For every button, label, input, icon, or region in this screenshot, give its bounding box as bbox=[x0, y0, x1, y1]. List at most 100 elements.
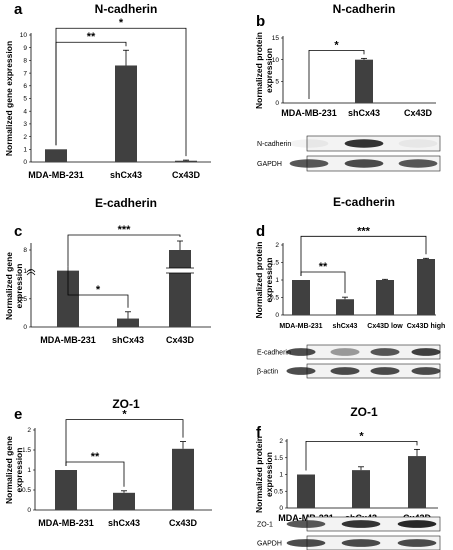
bar-shcx43 bbox=[115, 65, 137, 162]
y-tick-label: 1 bbox=[23, 147, 27, 154]
bar-cx43d bbox=[408, 456, 426, 508]
category-label: shCx43 bbox=[108, 518, 140, 528]
y-tick-label: 6 bbox=[23, 83, 27, 90]
category-label: shCx43 bbox=[110, 170, 142, 180]
blot-band bbox=[286, 539, 326, 547]
category-label: Cx43D bbox=[404, 108, 433, 118]
significance-label: * bbox=[119, 17, 124, 29]
y-axis-label-line: expression bbox=[264, 48, 274, 93]
panel-title: N-cadherin bbox=[333, 2, 396, 16]
category-label: Cx43D bbox=[172, 170, 201, 180]
y-axis-label: Normalized geneexpression bbox=[4, 252, 24, 320]
category-label: Cx43D high bbox=[407, 323, 446, 330]
bar-shcx43 bbox=[355, 59, 373, 103]
panel-title: ZO-1 bbox=[112, 397, 140, 411]
blot-band bbox=[330, 367, 360, 375]
y-tick-label: 2 bbox=[27, 427, 31, 434]
y-tick-label: 1 bbox=[279, 472, 283, 479]
y-tick-label: 1 bbox=[27, 467, 31, 474]
y-axis-label: Normalized proteinexpression bbox=[254, 242, 274, 319]
panel-title: E-cadherin bbox=[95, 196, 157, 210]
y-tick-label: 0 bbox=[27, 507, 31, 514]
y-tick-label: 3 bbox=[23, 121, 27, 128]
y-tick-label: 5 bbox=[275, 79, 279, 86]
blot-band bbox=[330, 348, 360, 356]
significance-label: *** bbox=[357, 225, 371, 237]
blot-band bbox=[370, 367, 400, 375]
blot-band bbox=[344, 159, 384, 168]
y-tick-label: 0.5 bbox=[274, 488, 283, 495]
blot-label: GAPDH bbox=[257, 541, 282, 548]
bar-cx43d bbox=[172, 448, 194, 510]
significance-bracket bbox=[305, 440, 418, 471]
y-axis-label-line: expression bbox=[14, 264, 24, 309]
significance-label: ** bbox=[87, 31, 96, 43]
y-tick-label: 8 bbox=[23, 247, 27, 254]
bar-cx43d bbox=[175, 160, 197, 162]
y-tick-label: 2 bbox=[275, 242, 279, 249]
y-axis-label-line: Normalized gene bbox=[4, 436, 14, 504]
y-tick-label: 1.5 bbox=[274, 455, 283, 462]
y-tick-label: 10 bbox=[272, 57, 280, 64]
panel-title: ZO-1 bbox=[350, 405, 378, 419]
y-tick-label: 4 bbox=[23, 108, 27, 115]
blot-label: N-cadherin bbox=[257, 141, 291, 148]
blot-label: β-actin bbox=[257, 369, 278, 376]
panel-letter: a bbox=[14, 1, 23, 18]
significance-bracket bbox=[65, 419, 184, 466]
category-label: shCx43 bbox=[333, 323, 358, 330]
blot-label: E-cadherin bbox=[257, 350, 291, 357]
y-axis-label-line: Normalized protein bbox=[254, 32, 264, 109]
blot-band bbox=[397, 520, 437, 528]
bar-cx43d-high bbox=[417, 259, 435, 315]
blot-band bbox=[289, 159, 329, 168]
category-label: Cx43D bbox=[166, 335, 195, 345]
blot-band bbox=[398, 159, 438, 168]
bar-mda-mb-231 bbox=[55, 470, 77, 510]
y-axis-label: Normalized geneexpression bbox=[4, 436, 24, 504]
blot-band bbox=[286, 348, 316, 356]
blot-band bbox=[286, 520, 326, 528]
blot-band bbox=[341, 539, 381, 547]
category-label: shCx43 bbox=[348, 108, 380, 118]
bar-mda-mb-231 bbox=[57, 270, 79, 327]
y-tick-label: 1.5 bbox=[22, 447, 31, 454]
bar-mda-mb-231 bbox=[297, 474, 315, 508]
y-tick-label: 0 bbox=[275, 100, 279, 107]
panel-letter: f bbox=[256, 424, 262, 441]
panel-title: N-cadherin bbox=[95, 2, 158, 16]
y-tick-label: 0 bbox=[275, 312, 279, 319]
panel-letter: d bbox=[256, 223, 265, 240]
panel-f: f ZO-1 0 0.5 1 1.5 2 Normalized proteinexpressi… bbox=[254, 405, 441, 550]
blot-band bbox=[289, 139, 329, 148]
y-axis-label-line: Normalized protein bbox=[254, 436, 264, 513]
y-axis-label: Normalized proteinexpression bbox=[254, 436, 274, 513]
y-tick-label: 0.5 bbox=[18, 296, 27, 303]
bar-mda-mb-231 bbox=[292, 280, 310, 315]
significance-bracket bbox=[300, 235, 427, 276]
category-label: MDA-MB-231 bbox=[40, 335, 96, 345]
blot-band bbox=[341, 520, 381, 528]
y-axis-label: Normalized gene expression bbox=[4, 41, 14, 156]
blot-band bbox=[398, 139, 438, 148]
y-tick-label: 0 bbox=[23, 324, 27, 331]
y-tick-label: 1.5 bbox=[270, 260, 279, 267]
blot-band bbox=[411, 367, 441, 375]
y-tick-label: 0 bbox=[279, 505, 283, 512]
y-axis-label-line: expression bbox=[14, 448, 24, 493]
category-label: MDA-MB-231 bbox=[281, 108, 337, 118]
bar-shcx43 bbox=[117, 318, 139, 327]
significance-label: * bbox=[334, 39, 339, 51]
category-label: Cx43D bbox=[169, 518, 198, 528]
panel-letter: b bbox=[256, 13, 265, 30]
bar-shcx43 bbox=[336, 299, 354, 315]
significance-label: * bbox=[359, 430, 364, 442]
category-label: MDA-MB-231 bbox=[38, 518, 94, 528]
significance-bracket bbox=[67, 234, 181, 267]
y-tick-label: 8 bbox=[23, 58, 27, 65]
category-label: Cx43D low bbox=[367, 323, 403, 330]
